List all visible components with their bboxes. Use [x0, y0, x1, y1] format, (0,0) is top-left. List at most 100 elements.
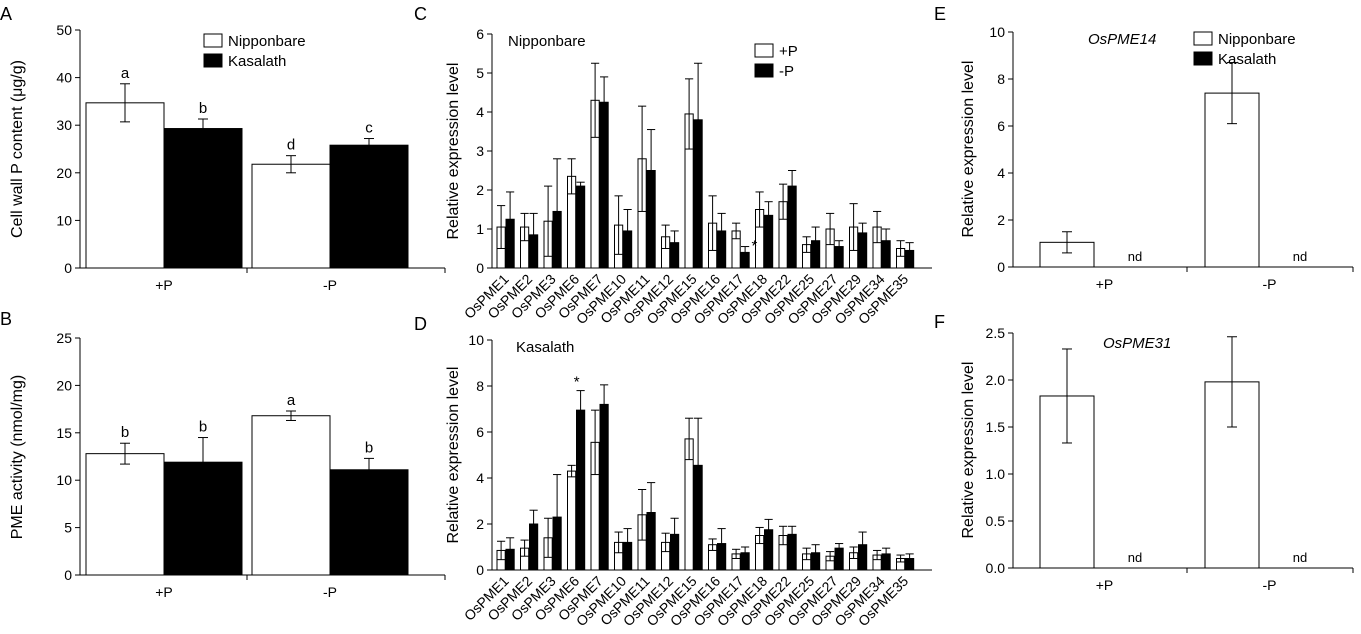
y-tick-label: 0.0: [986, 560, 1006, 576]
legend-label: Kasalath: [228, 53, 286, 70]
y-tick-label: 8: [997, 71, 1005, 87]
panel-letter: E: [934, 4, 946, 24]
y-axis-label: PME activity (nmol/mg): [9, 375, 26, 539]
panel-letter: B: [0, 309, 12, 329]
legend-swatch: [1193, 31, 1213, 46]
legend-label: +P: [779, 43, 798, 60]
y-tick-label: 40: [56, 70, 72, 86]
y-tick-label: 4: [476, 104, 484, 120]
bar-nipponbare: [85, 453, 165, 576]
panel-letter: F: [934, 312, 945, 332]
y-tick-label: 25: [56, 330, 72, 346]
x-tick-label: -P: [323, 584, 337, 600]
not-detected-label: nd: [1128, 550, 1142, 565]
x-tick-label: +P: [155, 277, 173, 293]
y-tick-label: 2.0: [986, 372, 1006, 388]
x-tick-label: +P: [1096, 276, 1114, 292]
y-tick-label: 10: [56, 212, 72, 228]
y-axis-label: Relative expression level: [445, 63, 462, 240]
y-tick-label: 10: [989, 24, 1005, 40]
significance-letter: b: [199, 419, 207, 436]
y-tick-label: 3: [476, 143, 484, 159]
panel-d: D 0 2 4 6 8 10 Relative expression level Kasalat…: [414, 314, 932, 629]
bar-nipponbare: [251, 415, 331, 576]
chart-title: OsPME31: [1103, 335, 1171, 352]
bar-minus-p: [599, 403, 609, 571]
y-tick-label: 1.5: [986, 419, 1006, 435]
bar-plus-p: [567, 470, 577, 571]
bar-nipponbare: [85, 102, 165, 269]
y-axis-label: Cell wall P content (μg/g): [9, 60, 26, 238]
y-tick-label: 1.0: [986, 466, 1006, 482]
y-tick-label: 50: [56, 22, 72, 38]
y-axis-label: Relative expression level: [960, 61, 977, 238]
panel-e: E 0 2 4 6 8 10 Relative expression level OsPME14…: [934, 4, 1354, 292]
legend-label: Nipponbare: [228, 33, 306, 50]
y-tick-label: 20: [56, 377, 72, 393]
chart-title: Kasalath: [516, 339, 574, 356]
x-tick-label: +P: [155, 584, 173, 600]
legend: Nipponbare Kasalath: [203, 33, 306, 70]
legend: Nipponbare Kasalath: [1193, 31, 1296, 68]
x-tick-label: -P: [1263, 577, 1277, 593]
y-tick-label: 2: [997, 212, 1005, 228]
panel-letter: C: [414, 4, 427, 24]
y-tick-label: 6: [476, 26, 484, 42]
y-tick-label: 0: [476, 562, 484, 578]
significance-letter: d: [287, 137, 295, 154]
y-tick-label: 1: [476, 221, 484, 237]
legend-label: -P: [779, 63, 794, 80]
y-tick-label: 6: [476, 424, 484, 440]
bar-minus-p: [576, 409, 586, 571]
legend-swatch: [203, 53, 223, 68]
significance-star: *: [574, 374, 580, 391]
bar-kasalath: [163, 128, 243, 269]
panel-letter: A: [0, 4, 12, 24]
y-tick-label: 2: [476, 182, 484, 198]
bar-kasalath: [329, 469, 409, 576]
legend-swatch: [1193, 51, 1213, 66]
legend-swatch: [203, 33, 223, 48]
y-tick-label: 4: [476, 470, 484, 486]
y-tick-label: 20: [56, 165, 72, 181]
bar-kasalath: [329, 144, 409, 269]
significance-star: *: [751, 238, 757, 255]
panel-c: C 0 1 2 3 4 5 6 Relative expression level Nipponb…: [414, 4, 932, 327]
x-tick-label: +P: [1096, 577, 1114, 593]
x-tick-label: -P: [323, 277, 337, 293]
y-tick-label: 15: [56, 425, 72, 441]
y-axis-label: Relative expression level: [445, 367, 462, 544]
y-tick-label: 4: [997, 165, 1005, 181]
legend-swatch: [754, 43, 774, 58]
y-tick-label: 0: [476, 260, 484, 276]
x-tick-label: -P: [1263, 276, 1277, 292]
panel-b: B 0 5 10 15 20 25 PME activity (nmol/mg) b b +P a b -…: [0, 309, 446, 600]
y-tick-label: 30: [56, 117, 72, 133]
chart-title: Nipponbare: [508, 33, 586, 50]
bar-nipponbare: [251, 163, 331, 269]
panel-letter: D: [414, 314, 427, 334]
significance-letter: b: [365, 439, 373, 456]
y-tick-label: 10: [56, 472, 72, 488]
chart-title: OsPME14: [1088, 31, 1156, 48]
not-detected-label: nd: [1293, 550, 1307, 565]
not-detected-label: nd: [1293, 249, 1307, 264]
y-tick-label: 0: [64, 260, 72, 276]
legend-label: Nipponbare: [1218, 31, 1296, 48]
legend-swatch: [754, 63, 774, 78]
legend-label: Kasalath: [1218, 51, 1276, 68]
y-tick-label: 0: [997, 259, 1005, 275]
y-tick-label: 8: [476, 378, 484, 394]
y-tick-label: 2.5: [986, 325, 1006, 341]
legend: +P -P: [754, 43, 798, 80]
y-tick-label: 2: [476, 516, 484, 532]
y-tick-label: 5: [64, 520, 72, 536]
y-axis-label: Relative expression level: [960, 362, 977, 539]
significance-letter: a: [287, 392, 296, 409]
bar-minus-p: [576, 185, 586, 269]
panel-f: F 0.0 0.5 1.0 1.5 2.0 2.5 Relative expression l…: [934, 312, 1354, 593]
y-tick-label: 5: [476, 65, 484, 81]
y-tick-label: 6: [997, 118, 1005, 134]
panel-a: A 0 10 20 30 40 50 Cell wall P content (μg/g) a b…: [0, 4, 446, 293]
